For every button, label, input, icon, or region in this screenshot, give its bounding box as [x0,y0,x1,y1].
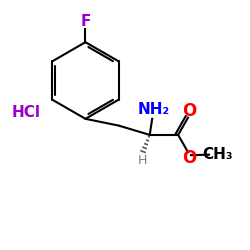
Text: CH₃: CH₃ [202,147,232,162]
Text: HCl: HCl [12,105,40,120]
Text: O: O [182,149,196,168]
Text: O: O [182,102,196,120]
Text: NH₂: NH₂ [137,102,170,117]
Text: H: H [138,154,147,167]
Text: F: F [80,14,91,29]
